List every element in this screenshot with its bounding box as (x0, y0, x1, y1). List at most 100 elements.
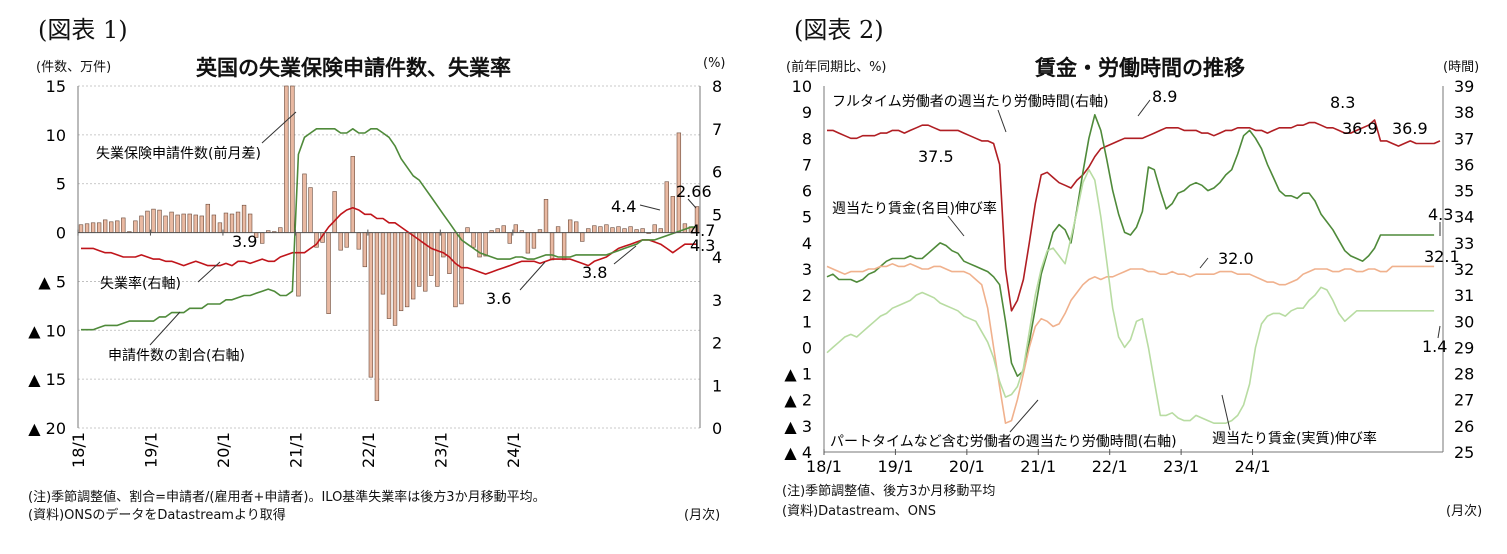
bar (96, 222, 102, 233)
bar (531, 232, 537, 249)
series-label-claims: 失業保険申請件数(前月差) (96, 145, 261, 162)
x-tick-label: 22/1 (1092, 457, 1128, 476)
y-left-tick-label: 9 (802, 103, 812, 122)
series-label-nominal-wage: 週当たり賃金(名目)伸び率 (832, 200, 997, 217)
x-tick-label: 24/1 (1235, 457, 1271, 476)
x-tick-label: 20/1 (214, 432, 233, 468)
series-label-real-wage: 週当たり賃金(実質)伸び率 (1212, 430, 1377, 447)
bar (567, 219, 573, 233)
annotation-label: 4.3 (690, 236, 715, 255)
x-tick-label: 21/1 (286, 432, 305, 468)
bar (543, 199, 549, 233)
bar (121, 217, 126, 233)
bar (169, 211, 174, 233)
bar (628, 226, 633, 233)
y-right-tick-label: 5 (712, 205, 722, 224)
bar (103, 219, 108, 233)
y-left-tick-label: 0 (56, 224, 66, 243)
annotation-label: 36.9 (1392, 119, 1428, 138)
bar (332, 191, 337, 233)
y-left-tick-label: 7 (802, 155, 812, 174)
annotation-label: 1.4 (1422, 337, 1447, 356)
y-left-tick-label: ▲ 1 (784, 365, 812, 384)
bar (386, 232, 392, 319)
x-tick-label: 22/1 (359, 432, 378, 468)
bar (193, 214, 198, 233)
bar (84, 223, 90, 233)
x-tick-label: 20/1 (949, 457, 985, 476)
bar (453, 232, 458, 308)
y-left-tick-label: ▲ 2 (784, 391, 812, 410)
bar (302, 173, 307, 233)
bar (471, 232, 476, 248)
series-label-all-hours: パートタイムなど含む労働者の週当たり労働時間(右軸) (830, 434, 1177, 450)
y-right-tick-label: 3 (712, 291, 722, 310)
bar (290, 85, 295, 233)
leader-line (639, 204, 661, 211)
series-line-line (827, 119, 1441, 312)
bar (410, 232, 416, 300)
annotation-label: 4.3 (1428, 205, 1453, 224)
y-left-tick-label: 4 (802, 234, 812, 253)
chart-panel-2: (図表 2) 賃金・労働時間の推移 (前年同期比、%) (時間) 10 9 8 7 6 5… (760, 0, 1507, 554)
y-right-tick-label: 38 (1454, 103, 1474, 122)
y-left-tick-label: ▲ 5 (38, 272, 66, 291)
bar (664, 181, 669, 233)
y-left-tick-label: 10 (46, 126, 66, 145)
bar (380, 232, 386, 295)
bar (181, 213, 186, 233)
leader-line (197, 261, 221, 283)
y-right-tick-label: 7 (712, 120, 722, 139)
bar (586, 228, 591, 233)
figure-label: (図表 2) (794, 16, 884, 44)
y-right-tick-label: 29 (1454, 338, 1474, 357)
y-right-tick-label: 1 (712, 376, 722, 395)
bar (109, 221, 114, 233)
bar (90, 222, 96, 233)
y-right-tick-label: 36 (1454, 155, 1474, 174)
bar (392, 232, 398, 326)
annotation-label: 2.66 (676, 182, 712, 201)
leader-line (149, 311, 181, 346)
bar (574, 221, 579, 233)
y-right-tick-label: 33 (1454, 234, 1474, 253)
leader-line (947, 215, 965, 237)
series-label-claim-ratio: 申請件数の割合(右軸) (108, 347, 245, 364)
bar (513, 224, 518, 233)
right-axis-unit: (時間) (1443, 60, 1480, 75)
bar (592, 225, 597, 233)
y-right-tick-label: 0 (712, 419, 722, 438)
left-axis-unit: (前年同期比、%) (786, 60, 887, 75)
y-right-tick-label: 4 (712, 248, 722, 267)
y-right-tick-label: 28 (1454, 365, 1474, 384)
bar (326, 232, 331, 314)
y-right-tick-label: 32 (1454, 260, 1474, 279)
leader-line (687, 198, 697, 209)
y-left-tick-label: 5 (802, 208, 812, 227)
bar (483, 232, 488, 257)
y-right-tick-label: 8 (712, 77, 722, 96)
bar (398, 232, 404, 312)
annotation-label: 3.9 (232, 232, 257, 251)
chart-panel-1: (図表 1) 英国の失業保険申請件数、失業率 (件数、万件) (%) 15 10 5… (0, 0, 745, 554)
bar (163, 215, 168, 233)
annotation-label: 32.1 (1424, 247, 1460, 266)
x-axis-unit: (月次) (1446, 504, 1483, 519)
y-left-tick-label: 0 (802, 338, 812, 357)
right-axis-unit: (%) (703, 56, 726, 71)
bar (241, 204, 247, 233)
leader-line (519, 261, 546, 291)
y-right-tick-label: 35 (1454, 182, 1474, 201)
bar (561, 232, 567, 261)
bar (525, 232, 531, 254)
bar (658, 228, 663, 233)
y-right-tick-label: 37 (1454, 129, 1474, 148)
bar (308, 187, 313, 233)
leader-line (1009, 399, 1039, 433)
bar (598, 226, 603, 233)
bar (640, 228, 645, 233)
note-line: (注)季節調整値、後方3か月移動平均 (782, 484, 996, 499)
bar (145, 210, 150, 233)
bar (338, 232, 343, 251)
leader-line (1199, 257, 1209, 269)
